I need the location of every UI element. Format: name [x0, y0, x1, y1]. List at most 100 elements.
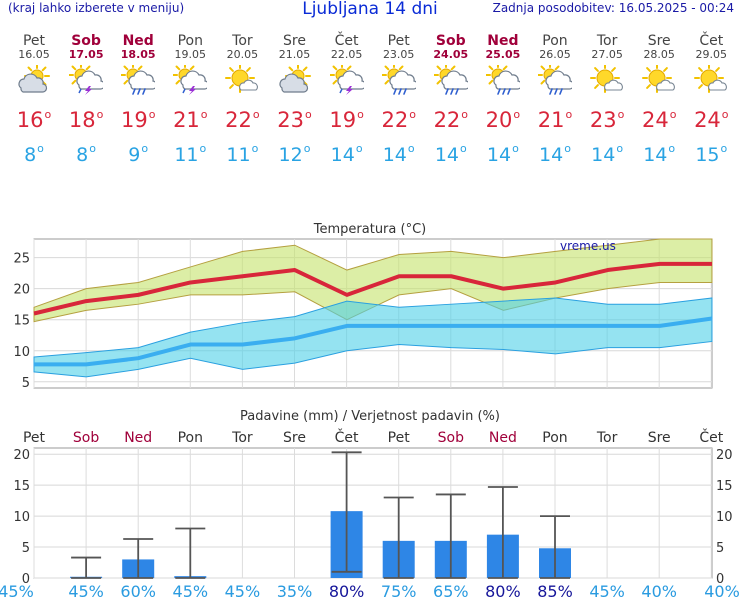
min-temperature: 14o	[539, 142, 571, 166]
sun-thunderstorm-icon	[329, 65, 364, 95]
max-temperature: 24o	[641, 108, 677, 132]
sun-rain-icon	[381, 65, 416, 95]
day-date: 23.05	[382, 48, 415, 61]
precipitation-error-bar	[123, 538, 154, 579]
precipitation-error-bar	[540, 515, 570, 579]
temperature-tick-label: 5	[22, 376, 30, 391]
max-temperature: 21o	[537, 108, 573, 132]
precipitation-probability: 45%	[173, 582, 209, 600]
day-name: Čet	[334, 33, 359, 49]
max-temperature: 19o	[120, 108, 156, 132]
max-temperature-line	[33, 261, 712, 316]
min-temperature: 14o	[434, 142, 467, 166]
precipitation-chart: Padavine (mm) / Verjetnost padavin (%) Pe…	[0, 409, 740, 600]
max-temperature: 22o	[433, 108, 469, 132]
last-update: Zadnja posodobitev: 16.05.2025 - 00:24	[492, 1, 734, 15]
precipitation-tick-label-right: 0	[716, 572, 724, 587]
max-temperature: 21o	[173, 108, 208, 132]
day-name: Sre	[647, 33, 671, 49]
sun-cloud-icon	[642, 65, 676, 93]
sun-thunderstorm-icon	[173, 65, 208, 95]
precipitation-probability: 45%	[68, 582, 104, 600]
min-temperature: 12o	[278, 142, 311, 166]
max-temperature: 19o	[329, 108, 364, 132]
min-temperature: 14o	[382, 142, 415, 166]
precipitation-tick-label: 10	[13, 510, 30, 525]
precipitation-day-label: Tor	[596, 430, 618, 446]
max-temperature: 24o	[694, 108, 729, 132]
precipitation-error-bar	[435, 493, 466, 579]
header-region-hint: (kraj lahko izberete v meniju)	[8, 1, 185, 15]
day-date: 21.05	[278, 48, 311, 61]
min-temperature: 14o	[486, 142, 519, 166]
max-temperature: 20o	[485, 108, 521, 132]
forecast-day: Čet 29.05 24o 15o	[685, 34, 737, 167]
forecast-day: Ned 25.05 20o 14o	[477, 33, 529, 167]
precipitation-probability: 40%	[641, 582, 677, 600]
day-name: Sob	[435, 33, 466, 49]
precipitation-day-label: Tor	[231, 430, 253, 446]
sun-rain-icon	[121, 65, 156, 95]
day-name: Ned	[122, 33, 154, 49]
min-temperature: 14o	[330, 142, 363, 166]
min-temperature: 8o	[76, 142, 96, 166]
precipitation-day-label: Sre	[648, 430, 671, 446]
min-temperature: 8o	[24, 142, 44, 166]
precipitation-tick-label-right: 20	[716, 448, 733, 463]
precipitation-probability: 75%	[381, 582, 417, 600]
watermark: vreme.us	[560, 239, 616, 253]
day-date: 27.05	[591, 48, 623, 61]
precipitation-tick-label: 0	[22, 572, 30, 587]
forecast-day: Pon 19.05 21o 11o	[164, 33, 216, 167]
forecast-day: Pet 16.05 16o 8o	[8, 33, 60, 167]
precipitation-day-label: Pon	[542, 430, 567, 446]
day-date: 20.05	[226, 48, 259, 61]
day-name: Sob	[71, 33, 101, 49]
day-name: Tor	[596, 33, 618, 49]
precipitation-probability: 85%	[537, 582, 573, 600]
day-date: 17.05	[68, 48, 104, 61]
day-name: Tor	[232, 33, 253, 49]
precipitation-day-label: Sre	[283, 430, 306, 446]
day-name: Pet	[22, 33, 46, 49]
precipitation-day-label: Ned	[489, 430, 517, 446]
min-temperature: 14o	[643, 142, 676, 166]
day-name: Pon	[177, 33, 203, 49]
day-date: 26.05	[539, 48, 571, 61]
precipitation-probability: 60%	[120, 582, 156, 600]
min-temperature: 9o	[128, 142, 149, 166]
day-name: Sre	[283, 33, 306, 49]
forecast-day: Tor 20.05 22o 11o	[216, 33, 268, 167]
precipitation-error-bar	[71, 556, 102, 579]
temperature-tick-label: 15	[13, 314, 30, 329]
precipitation-day-label: Pet	[23, 430, 46, 446]
max-temperature: 22o	[225, 108, 260, 132]
max-temperature: 16o	[16, 108, 52, 132]
forecast-day: Sob 24.05 22o 14o	[425, 33, 477, 167]
precipitation-probability: 40%	[704, 582, 740, 600]
precipitation-day-label: Ned	[124, 430, 152, 446]
day-name: Ned	[487, 33, 519, 49]
max-temperature: 23o	[589, 108, 625, 132]
day-date: 19.05	[174, 48, 207, 61]
day-name: Pon	[542, 33, 568, 49]
min-temperature: 14o	[591, 142, 624, 166]
forecast-day: Čet 22.05 19o 14o	[321, 33, 373, 167]
precipitation-chart-title: Padavine (mm) / Verjetnost padavin (%)	[240, 409, 500, 424]
precipitation-plot-area	[33, 447, 713, 579]
precipitation-probability: 35%	[277, 582, 313, 600]
sun-cloud-icon	[694, 65, 728, 93]
precipitation-day-label: Čet	[335, 428, 359, 446]
forecast-day: Tor 27.05 23o 14o	[581, 33, 633, 167]
temperature-chart: Temperatura (°C) 5 10 15 20 25 vreme.us	[13, 222, 713, 391]
forecast-day: Sre 28.05 24o 14o	[633, 33, 685, 167]
precipitation-probability: 45%	[0, 582, 34, 600]
day-date: 16.05	[18, 48, 50, 61]
min-temperature: 15o	[695, 142, 728, 166]
day-date: 22.05	[330, 48, 363, 61]
forecast-day: Pon 26.05 21o 14o	[529, 33, 581, 167]
precipitation-error-bar	[487, 486, 518, 579]
precipitation-probability: 65%	[433, 582, 469, 600]
max-temperature: 22o	[381, 108, 416, 132]
partly-cloudy-icon	[278, 65, 311, 93]
